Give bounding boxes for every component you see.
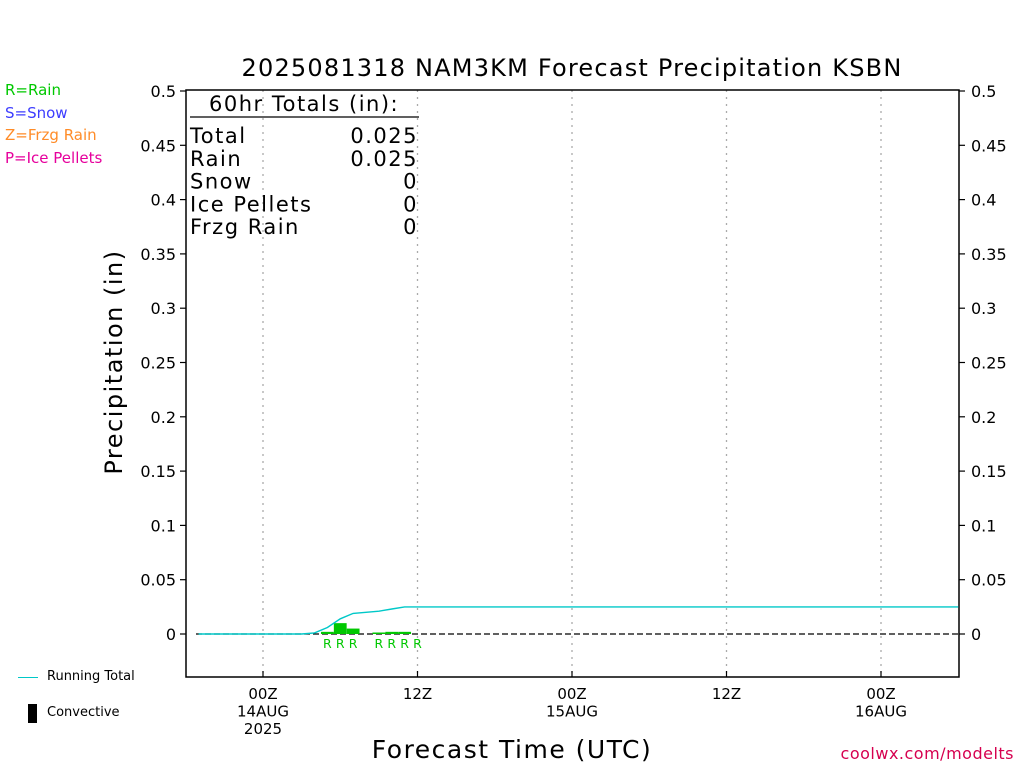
x-tick-label-1-0: 12Z <box>403 685 432 703</box>
running-total-key-line <box>18 677 38 678</box>
y-tick-label-left-8: 0.4 <box>151 191 176 210</box>
y-tick-label-right-5: 0.25 <box>971 354 1007 373</box>
totals-header: 60hr Totals (in): <box>209 92 399 116</box>
hourly-bar-4 <box>385 631 399 634</box>
totals-row-label-2: Snow <box>190 170 253 194</box>
y-tick-label-left-5: 0.25 <box>140 354 176 373</box>
totals-row-value-3: 0 <box>403 192 418 216</box>
x-tick-label-0-2: 2025 <box>244 720 282 738</box>
x-tick-label-2-0: 00Z <box>557 685 586 703</box>
y-tick-label-left-9: 0.45 <box>140 136 176 155</box>
bar-type-label-4: R <box>387 636 396 651</box>
hourly-bar-1 <box>333 623 347 634</box>
hourly-bar-5 <box>398 631 412 634</box>
x-tick-label-3-0: 12Z <box>712 685 741 703</box>
totals-row-value-2: 0 <box>403 170 418 194</box>
bar-type-label-6: R <box>413 636 422 651</box>
y-tick-label-right-2: 0.1 <box>971 516 996 535</box>
y-tick-label-left-3: 0.15 <box>140 462 176 481</box>
x-tick-label-4-0: 00Z <box>866 685 895 703</box>
convective-key-swatch <box>28 704 37 723</box>
running-total-line <box>198 606 959 635</box>
y-tick-label-right-1: 0.05 <box>971 571 1007 590</box>
legend-snow: S=Snow <box>5 103 68 122</box>
y-tick-label-right-8: 0.4 <box>971 191 996 210</box>
precip-type-legend: R=Rain S=Snow Z=Frzg Rain P=Ice Pellets <box>5 79 102 169</box>
site-credit: coolwx.com/modelts <box>840 744 1014 763</box>
bar-type-label-2: R <box>349 636 358 651</box>
totals-row-label-3: Ice Pellets <box>190 192 312 216</box>
y-axis-title: Precipitation (in) <box>100 249 128 474</box>
hourly-bar-2 <box>346 628 360 634</box>
chart-title: 2025081318 NAM3KM Forecast Precipitation… <box>242 54 903 82</box>
y-tick-label-right-4: 0.2 <box>971 408 996 427</box>
y-tick-label-right-6: 0.3 <box>971 299 996 318</box>
bar-type-label-1: R <box>336 636 345 651</box>
totals-row-label-1: Rain <box>190 147 242 171</box>
y-tick-label-right-3: 0.15 <box>971 462 1007 481</box>
y-tick-label-left-7: 0.35 <box>140 245 176 264</box>
bar-type-label-0: R <box>323 636 332 651</box>
x-tick-label-2-1: 15AUG <box>546 703 598 721</box>
y-tick-label-right-10: 0.5 <box>971 82 996 101</box>
y-tick-label-left-2: 0.1 <box>151 516 176 535</box>
legend-rain: R=Rain <box>5 81 61 99</box>
x-tick-label-0-1: 14AUG <box>237 703 289 721</box>
x-axis-title: Forecast Time (UTC) <box>372 735 652 764</box>
y-tick-label-left-4: 0.2 <box>151 408 176 427</box>
convective-key-label: Convective <box>47 705 120 720</box>
legend-ice-pellets: P=Ice Pellets <box>5 148 103 167</box>
totals-row-label-4: Frzg Rain <box>190 215 300 239</box>
y-tick-label-right-9: 0.45 <box>971 136 1007 155</box>
x-tick-label-0-0: 00Z <box>248 685 277 703</box>
bar-type-label-5: R <box>400 636 409 651</box>
y-tick-label-left-10: 0.5 <box>151 82 176 101</box>
y-tick-label-left-1: 0.05 <box>140 571 176 590</box>
hourly-bar-0 <box>320 631 334 634</box>
totals-row-value-4: 0 <box>403 215 418 239</box>
y-tick-label-left-6: 0.3 <box>151 299 176 318</box>
x-tick-label-4-1: 16AUG <box>855 703 907 721</box>
y-tick-label-right-7: 0.35 <box>971 245 1007 264</box>
totals-row-value-0: 0.025 <box>350 124 418 148</box>
hourly-bar-3 <box>372 632 386 634</box>
legend-frzg-rain: Z=Frzg Rain <box>5 126 97 144</box>
totals-row-value-1: 0.025 <box>350 147 418 171</box>
totals-row-label-0: Total <box>189 124 247 148</box>
bar-type-label-3: R <box>375 636 384 651</box>
y-tick-label-left-0: 0 <box>166 625 176 644</box>
y-tick-label-right-0: 0 <box>971 625 981 644</box>
running-total-key-label: Running Total <box>47 669 135 684</box>
